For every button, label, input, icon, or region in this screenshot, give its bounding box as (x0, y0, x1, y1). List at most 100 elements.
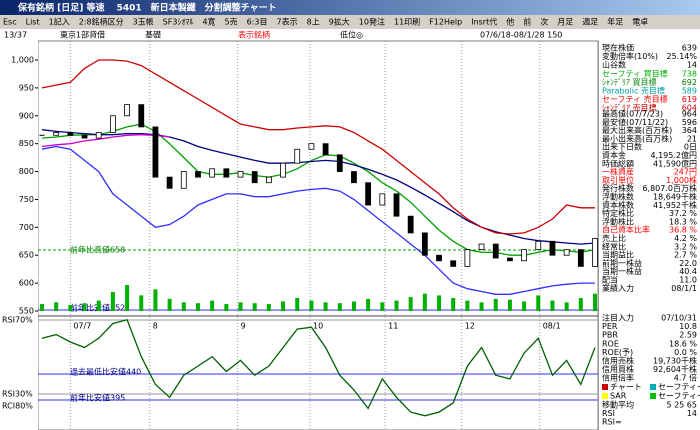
info-value: 25.14% (666, 52, 697, 61)
menu-item[interactable]: 月足 (557, 18, 573, 27)
info-value: 596 (682, 118, 697, 127)
info-value: 589 (682, 87, 697, 96)
menu-item[interactable]: 6:3目 (247, 18, 268, 27)
menu-item[interactable]: F12Help (429, 18, 462, 27)
volume-bar (210, 300, 215, 311)
menu-item[interactable]: 週足 (582, 18, 598, 27)
menu-item[interactable]: 5売 (225, 17, 238, 27)
volume-bar (465, 300, 470, 311)
volume-bar (337, 303, 342, 311)
info-label: ROE (602, 339, 619, 348)
info-value: 08/1/1 (671, 284, 697, 293)
candle (308, 143, 315, 150)
volume-bar (68, 304, 73, 311)
info-value: 2.59 (679, 331, 697, 340)
y-tick-label: 550 (19, 307, 34, 316)
menu-item[interactable]: 8上 (307, 18, 320, 27)
y-tick-label: 850 (19, 139, 34, 148)
volume-bar (40, 304, 44, 311)
candle (521, 249, 528, 262)
menu-item[interactable]: 10発注 (359, 17, 385, 27)
menu-item[interactable]: 4寛 (202, 17, 215, 27)
menu-item[interactable]: 9拡大 (329, 17, 350, 27)
menu-item[interactable]: 次 (540, 17, 548, 27)
candle (124, 104, 130, 117)
menu-item[interactable]: 電卓 (632, 17, 648, 27)
info-value: 21 (687, 134, 697, 143)
volume-bar (351, 301, 356, 311)
candle (407, 215, 414, 234)
legend-label: セーフティー (658, 383, 700, 392)
menu-item[interactable]: SF3ｼｵﾏﾙ (163, 18, 194, 27)
info-label: 現在株価 (602, 43, 634, 53)
menu-item[interactable]: 年足 (607, 17, 623, 27)
y-tick-label: 900 (19, 111, 34, 120)
info-value: 19,730千株 (653, 356, 697, 366)
info-value: 37.2 % (669, 209, 697, 218)
y-tick-label: 950 (19, 83, 34, 92)
y-tick-label: 1,000 (11, 56, 34, 65)
candle (95, 132, 102, 139)
info-value: 364 (682, 126, 697, 135)
info-value: 4.7 倍 (674, 373, 697, 383)
menu-bar (0, 15, 700, 29)
candle (379, 193, 386, 206)
info-label: 変動倍率(10%) (602, 51, 658, 61)
info-label: 信用売株 (602, 356, 634, 366)
volume-bar (281, 301, 286, 311)
info-label: セーフティ 売目標 (602, 94, 668, 104)
info-label: RSI (602, 409, 615, 418)
x-tick-label: 10 (313, 322, 323, 331)
x-tick-label: 08/1 (543, 322, 561, 331)
info-value: 41,952千株 (653, 200, 697, 210)
info-value: 10.8 (679, 322, 697, 331)
candle (223, 168, 230, 178)
window-title: 保有銘柄 [日足] 等速 5401 新日本製鐵 分割調整チャート (17, 2, 277, 14)
info-value: 40.4 (679, 267, 697, 276)
menu-item[interactable]: 1記入 (49, 17, 70, 27)
menu-item[interactable]: 他 (506, 17, 514, 27)
candle (421, 232, 428, 256)
candle (492, 243, 499, 259)
info-label: 配当 (602, 275, 618, 285)
menu-item[interactable]: 前 (523, 17, 531, 27)
info-label: 最高値(07/7/23) (602, 109, 663, 119)
candle (351, 171, 357, 184)
info-value: 247円 (674, 168, 697, 177)
info-value: 964 (682, 110, 697, 119)
menu-item[interactable]: 3玉帳 (133, 17, 154, 27)
info-label: 時価総額 (602, 158, 634, 168)
info-value: 1,000株 (666, 175, 697, 185)
candle (393, 193, 400, 217)
axis-area (0, 41, 38, 430)
menu-item[interactable]: 2:8銘柄区分 (79, 17, 124, 27)
menu-item[interactable]: 11印刷 (394, 18, 420, 27)
candle (265, 176, 272, 184)
info-label: 最小出来高(百万株) (602, 133, 672, 143)
line-series (41, 59, 595, 235)
x-tick-label: 12 (465, 322, 475, 331)
candle (180, 171, 187, 189)
volume-bar (550, 300, 555, 311)
candle (81, 134, 88, 139)
annotation: RCI80% (2, 402, 33, 411)
y-tick-label: 750 (19, 195, 34, 204)
menu-item[interactable]: Insrt代 (471, 17, 497, 27)
title-bar (0, 0, 700, 15)
y-tick-label: 650 (19, 251, 34, 260)
info-panel (599, 41, 700, 430)
menu-item[interactable]: 7表示 (277, 17, 298, 27)
candle (365, 182, 372, 206)
info-value: 14 (687, 61, 697, 70)
legend-swatch (650, 393, 656, 399)
info-value: 604 (682, 104, 697, 113)
menu-item[interactable]: Esc (3, 18, 17, 27)
volume-bar (309, 300, 314, 311)
legend-swatch (602, 393, 608, 399)
volume-bar (564, 302, 569, 311)
info-value: 0日 (684, 143, 697, 152)
volume-bar (366, 298, 371, 311)
info-value: 41,590億円 (653, 158, 697, 168)
volume-bar (125, 285, 130, 311)
menu-item[interactable]: List (26, 18, 40, 27)
